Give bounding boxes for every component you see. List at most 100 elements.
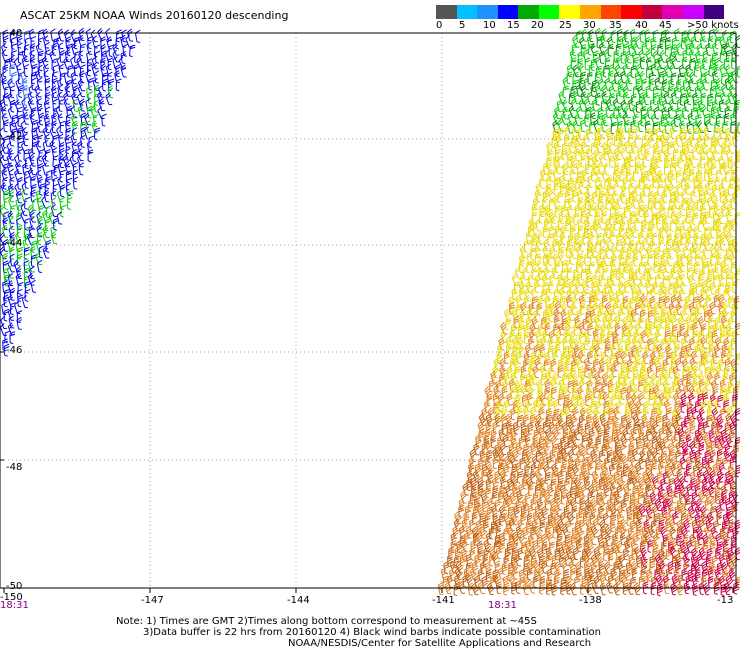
wind-barb [98, 85, 107, 98]
wind-barb [635, 400, 644, 413]
wind-barb [602, 513, 610, 526]
wind-barb [611, 30, 618, 43]
wind-barb [94, 71, 101, 84]
wind-barb [541, 561, 549, 574]
wind-barb [585, 114, 591, 126]
wind-barb [581, 583, 586, 595]
wind-barb [677, 429, 686, 442]
wind-barb [532, 204, 538, 216]
wind-barb [615, 541, 624, 554]
wind-barb [80, 44, 86, 56]
wind-barb [610, 295, 616, 307]
wind-barb [596, 380, 601, 392]
wind-barb [555, 345, 560, 357]
wind-barb [548, 281, 554, 294]
wind-barb [462, 483, 471, 496]
wind-barb [684, 470, 690, 482]
wind-barb [67, 191, 73, 203]
wind-barb [538, 463, 544, 475]
wind-barb [88, 150, 93, 162]
wind-barb [44, 100, 51, 113]
wind-barb [640, 190, 647, 203]
wind-barb [59, 100, 64, 112]
wind-barb [671, 73, 676, 85]
wind-barb [727, 141, 736, 154]
wind-barb [46, 177, 51, 189]
wind-barb [114, 70, 121, 83]
wind-barb [568, 233, 574, 245]
wind-barb [79, 163, 85, 176]
wind-barb [552, 387, 557, 399]
wind-barb [610, 520, 616, 532]
wind-barb [649, 239, 657, 252]
wind-barb [667, 443, 675, 456]
wind-barb [486, 486, 491, 498]
wind-barb [568, 281, 575, 294]
note-line-2: 3)Data buffer is 22 hrs from 20160120 4)… [143, 627, 601, 638]
wind-barb [643, 373, 652, 386]
wind-barb [31, 280, 38, 293]
wind-barb [66, 142, 72, 154]
wind-barb [72, 128, 79, 141]
wind-barb [715, 365, 723, 378]
wind-barb [519, 261, 525, 273]
wind-barb [454, 567, 463, 580]
wind-barb [560, 225, 568, 238]
wind-barb [732, 400, 738, 412]
wind-barb [656, 365, 661, 377]
wind-barb [72, 121, 79, 134]
wind-barb [37, 260, 44, 273]
wind-barb [18, 149, 24, 161]
wind-barb [720, 386, 726, 398]
wind-barb [505, 318, 511, 330]
wind-barb [55, 106, 64, 119]
wind-barb [79, 28, 87, 41]
lon-label: -13 [717, 595, 733, 606]
wind-barb [565, 478, 570, 490]
wind-barb [17, 225, 23, 237]
wind-barb [517, 547, 523, 560]
wind-barb [58, 43, 65, 56]
wind-barb [18, 282, 23, 294]
wind-barb [573, 190, 579, 202]
wind-barb [7, 211, 16, 224]
wind-barb [0, 323, 9, 336]
wind-barb [41, 56, 50, 69]
wind-barb [10, 100, 16, 112]
note-line-1: Note: 1) Times are GMT 2)Times along bot… [116, 616, 537, 627]
wind-barb [91, 63, 99, 76]
wind-barb [84, 127, 92, 140]
wind-barb [679, 282, 688, 295]
wind-barb [17, 254, 22, 266]
wind-barb [30, 43, 37, 56]
wind-barb [686, 253, 696, 266]
wind-barb [504, 351, 510, 363]
wind-barb [725, 498, 732, 511]
wind-barb [578, 64, 587, 77]
wind-barb [612, 183, 621, 196]
wind-barb [665, 392, 674, 405]
wind-barb [545, 472, 551, 484]
wind-barb [25, 289, 30, 301]
wind-barb [73, 163, 79, 175]
wind-barb [108, 58, 113, 70]
wind-barb [514, 282, 519, 294]
wind-barb [700, 29, 709, 42]
wind-barb [85, 99, 92, 112]
wind-barb [567, 268, 573, 280]
wind-barb [547, 149, 553, 161]
wind-barb [577, 309, 583, 321]
wind-barb [605, 344, 610, 356]
wind-barb [73, 170, 79, 182]
wind-barb [42, 163, 50, 176]
wind-barb [530, 288, 539, 301]
wind-barb [608, 44, 613, 56]
wind-barb [698, 407, 706, 420]
wind-barb [499, 540, 505, 552]
wind-barb [524, 295, 531, 308]
wind-barb [610, 232, 617, 245]
wind-barb [674, 29, 681, 42]
wind-barb [89, 78, 94, 90]
wind-barb [672, 336, 681, 349]
